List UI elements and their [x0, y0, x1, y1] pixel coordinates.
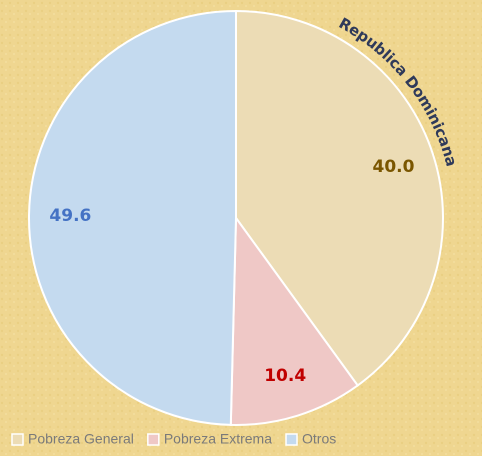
legend-swatch	[285, 433, 298, 446]
data-label: 40.0	[373, 157, 415, 177]
legend-label: Pobreza General	[28, 431, 134, 447]
pie	[28, 9, 444, 426]
pie-slice	[229, 215, 360, 426]
pie-slice	[235, 9, 444, 387]
legend-label: Pobreza Extrema	[164, 431, 272, 447]
legend-swatch	[11, 433, 24, 446]
legend-label: Otros	[302, 431, 336, 447]
data-label: 49.6	[49, 206, 91, 226]
data-label: 10.4	[264, 366, 306, 386]
pie-slice	[28, 9, 237, 426]
legend-swatch	[147, 433, 160, 446]
